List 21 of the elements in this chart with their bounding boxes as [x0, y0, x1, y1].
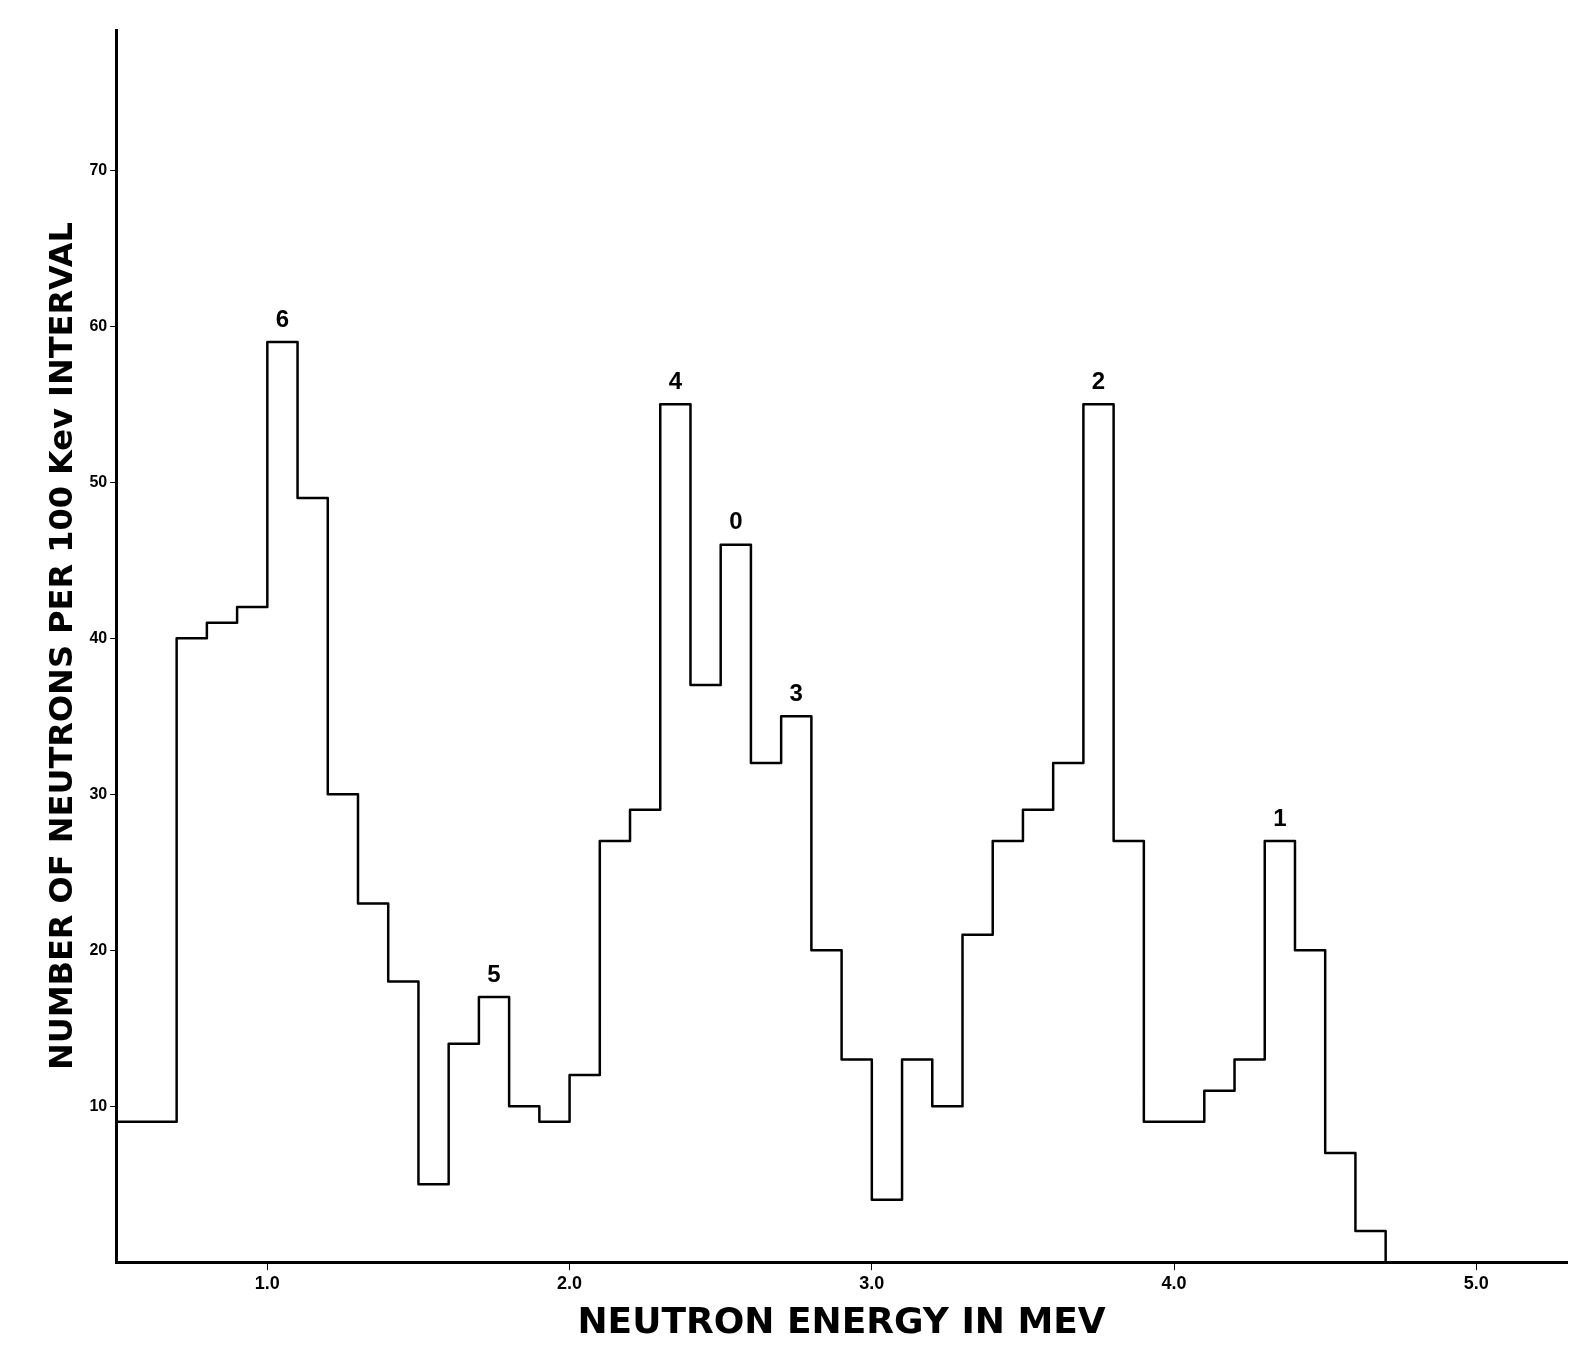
x-axis-title: NEUTRON ENERGY IN MEV — [577, 1299, 1106, 1341]
annotation: 2 — [1091, 366, 1106, 394]
annotation: 1 — [1273, 803, 1287, 831]
annotation: 6 — [275, 304, 290, 332]
y-tick-label: 60 — [89, 316, 108, 334]
y-tick-label: 70 — [89, 160, 108, 178]
y-tick-label: 40 — [89, 628, 108, 646]
annotation: 4 — [668, 366, 683, 394]
y-axis-title: NUMBER OF NEUTRONS PER 100 Kev INTERVAL — [41, 222, 80, 1071]
x-tick-label: 5.0 — [1463, 1272, 1489, 1293]
y-tick-label: 50 — [89, 472, 108, 490]
y-tick-label: 30 — [89, 784, 108, 802]
annotation: 3 — [789, 678, 803, 706]
x-tick-label: 1.0 — [254, 1272, 280, 1293]
annotation: 5 — [487, 959, 501, 987]
x-tick-label: 2.0 — [557, 1272, 583, 1293]
x-tick-label: 3.0 — [859, 1272, 885, 1293]
x-tick-label: 4.0 — [1161, 1272, 1187, 1293]
y-tick-label: 20 — [89, 940, 108, 958]
y-tick-label: 10 — [89, 1096, 108, 1114]
annotation: 0 — [729, 507, 743, 535]
